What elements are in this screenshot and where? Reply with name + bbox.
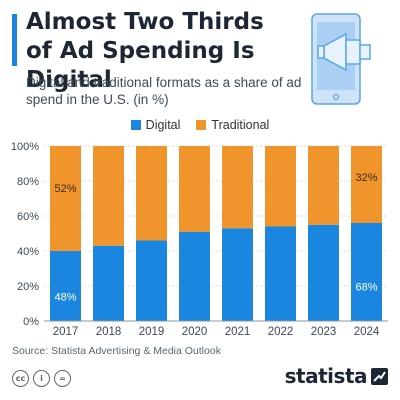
bar-traditional-2020 xyxy=(179,146,210,232)
chart-legend: Digital Traditional xyxy=(0,118,400,132)
x-tick-label: 2020 xyxy=(182,326,208,338)
bar-traditional-2019 xyxy=(136,146,167,241)
chart-subtitle: Digital and traditional formats as a sha… xyxy=(26,75,302,107)
chart-title: Almost Two Thirds of Ad Spending Is Digi… xyxy=(26,9,264,93)
accent-bar xyxy=(12,14,17,66)
legend-item-digital: Digital xyxy=(130,118,181,132)
bar-digital-2020 xyxy=(179,231,210,321)
smartphone-megaphone-icon xyxy=(311,13,371,105)
y-tick-label: 0% xyxy=(23,316,39,328)
no-derivatives-icon: = xyxy=(54,370,71,387)
y-tick-label: 60% xyxy=(17,211,39,223)
y-tick-label: 80% xyxy=(17,176,39,188)
attribution-icon: i xyxy=(33,370,50,387)
brand-mark-icon xyxy=(371,367,388,385)
brand-name: statista xyxy=(284,364,368,388)
y-tick-label: 20% xyxy=(17,281,39,293)
bar-traditional-2024 xyxy=(351,146,382,223)
cc-icon: cc xyxy=(12,370,29,387)
bar-digital-2021 xyxy=(222,228,253,321)
x-tick-label: 2019 xyxy=(139,326,165,338)
bar-traditional-2018 xyxy=(93,146,124,246)
legend-label-traditional: Traditional xyxy=(211,118,270,132)
x-tick-label: 2017 xyxy=(53,326,79,338)
legend-swatch-digital xyxy=(130,120,141,130)
x-tick-label: 2023 xyxy=(311,326,337,338)
legend-swatch-traditional xyxy=(196,120,207,130)
bar-traditional-2023 xyxy=(308,146,339,225)
bar-traditional-2017 xyxy=(50,146,81,251)
x-tick-label: 2021 xyxy=(225,326,251,338)
legend-item-traditional: Traditional xyxy=(196,118,269,132)
x-tick-label: 2022 xyxy=(268,326,294,338)
legend-label-digital: Digital xyxy=(145,118,181,132)
bar-digital-2018 xyxy=(93,245,124,321)
y-tick-label: 100% xyxy=(11,141,39,153)
bar-digital-2024 xyxy=(351,223,382,321)
data-label-digital-2017: 48% xyxy=(54,292,76,304)
y-tick-label: 40% xyxy=(17,246,39,258)
data-label-traditional-2017: 52% xyxy=(54,183,76,195)
bar-digital-2022 xyxy=(265,226,296,321)
bar-traditional-2021 xyxy=(222,146,253,229)
brand-logo: statista xyxy=(285,364,388,388)
x-tick-label: 2018 xyxy=(96,326,122,338)
source-note: Source: Statista Advertising & Media Out… xyxy=(12,345,221,357)
stacked-bar-chart: 0% 20% 40% 60% 80% 100% 2017 2018 2019 2020 2021 20… xyxy=(11,141,388,338)
x-tick-label: 2024 xyxy=(354,326,380,338)
bar-traditional-2022 xyxy=(265,146,296,227)
data-label-digital-2024: 68% xyxy=(355,282,377,294)
bar-digital-2019 xyxy=(136,240,167,321)
license-icons: cc i = xyxy=(12,370,71,387)
bar-digital-2023 xyxy=(308,224,339,321)
bar-digital-2017 xyxy=(50,251,81,321)
data-label-traditional-2024: 32% xyxy=(355,172,377,184)
